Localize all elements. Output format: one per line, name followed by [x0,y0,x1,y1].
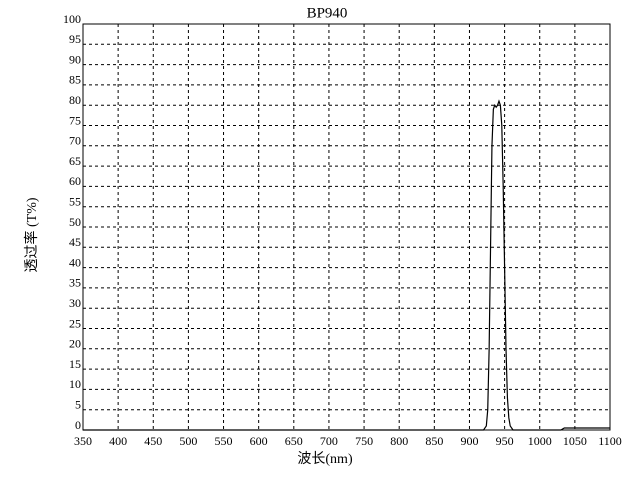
x-tick-label: 800 [390,434,408,448]
x-tick-label: 850 [425,434,443,448]
x-tick-label: 550 [215,434,233,448]
spectrum-line [83,99,610,431]
chart-title: BP940 [307,5,348,21]
y-axis-label: 透过率 (T%) [23,197,40,272]
x-tick-label: 600 [250,434,268,448]
y-tick-label: 10 [69,377,81,391]
y-tick-label: 15 [69,357,81,371]
y-tick-label: 60 [69,174,81,188]
x-axis-label: 波长(nm) [297,451,353,467]
x-tick-label: 350 [74,434,92,448]
y-tick-label: 5 [75,397,81,411]
x-tick-label: 500 [179,434,197,448]
y-tick-label: 0 [75,418,81,432]
y-tick-label: 45 [69,235,81,249]
y-tick-label: 95 [69,32,81,46]
x-tick-label: 950 [496,434,514,448]
x-tick-label: 650 [285,434,303,448]
x-tick-label: 1050 [563,434,587,448]
y-tick-label: 65 [69,154,81,168]
y-tick-label: 55 [69,194,81,208]
y-tick-label: 75 [69,113,81,127]
y-tick-label: 50 [69,215,81,229]
y-tick-label: 25 [69,316,81,330]
y-tick-label: 70 [69,134,81,148]
y-tick-label: 35 [69,276,81,290]
x-tick-label: 750 [355,434,373,448]
y-tick-label: 90 [69,52,81,66]
y-tick-label: 85 [69,73,81,87]
x-tick-label: 1100 [598,434,622,448]
y-tick-label: 30 [69,296,81,310]
x-tick-label: 700 [320,434,338,448]
x-tick-label: 900 [460,434,478,448]
x-tick-label: 1000 [528,434,552,448]
y-tick-label: 100 [63,12,81,26]
y-tick-label: 40 [69,255,81,269]
y-tick-label: 80 [69,93,81,107]
y-tick-label: 20 [69,337,81,351]
x-tick-label: 400 [109,434,127,448]
x-tick-label: 450 [144,434,162,448]
